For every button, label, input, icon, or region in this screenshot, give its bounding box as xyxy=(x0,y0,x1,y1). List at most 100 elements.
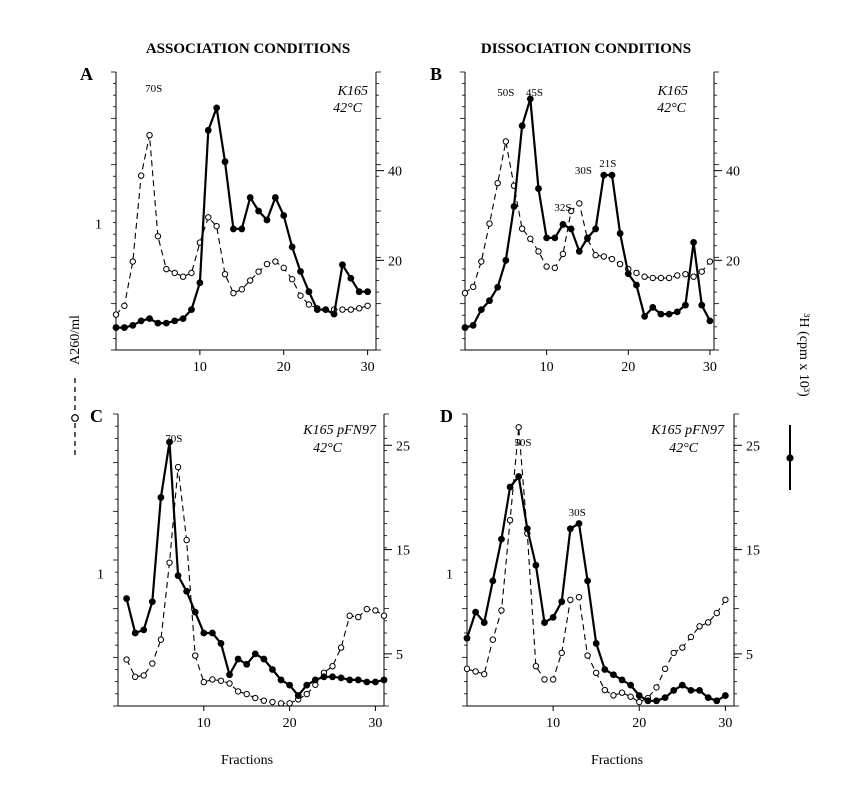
panel-a-a260-point xyxy=(246,277,254,284)
panel-b-a260-point xyxy=(461,289,469,297)
panel-b-a260-point xyxy=(502,138,510,145)
panel-b-a260-point xyxy=(633,269,640,277)
panel-c-cpm-point xyxy=(372,678,379,686)
panel-d-cpm-point xyxy=(618,676,626,684)
panel-c-a260-point xyxy=(337,644,345,651)
panel-b-x-tick-label: 30 xyxy=(703,360,717,375)
panel-b-cpm-point xyxy=(657,310,665,318)
panel-c-cpm-point xyxy=(174,572,182,580)
panel-c-cpm-point xyxy=(200,629,208,637)
panel-a-cpm-point xyxy=(238,225,246,233)
panel-a-a260-point xyxy=(347,306,355,313)
panel-c-a260-point xyxy=(131,673,139,680)
panel-b-a260-point xyxy=(641,273,648,280)
y-axis-left-label: A260/ml xyxy=(68,315,83,365)
panel-c-peak-label: 70S xyxy=(165,433,182,445)
panel-c-cpm-point xyxy=(320,673,328,681)
panel-d-a260-point xyxy=(696,623,703,630)
panel-a-a260-point xyxy=(280,264,287,272)
panel-d-a260-point xyxy=(481,670,488,678)
panel-b-a260-point xyxy=(535,248,542,255)
panel-b: B K165 42°C 10 20 30 20 40 50S 45S 32S 30S 21S xyxy=(430,64,740,375)
panel-a-left-tick-label: 1 xyxy=(95,218,102,233)
panel-d-a260-point xyxy=(713,609,720,617)
panel-c-label: C xyxy=(90,406,103,426)
panel-c-a260-point xyxy=(277,700,285,707)
panel-b-a260-point xyxy=(592,252,599,259)
panel-d-strain: K165 pFN97 xyxy=(650,423,725,438)
panel-b-cpm-point xyxy=(624,270,632,278)
panel-a-cpm-point xyxy=(129,321,137,329)
panel-d-cpm-point xyxy=(704,694,712,702)
panel-d-right-tick-label: 25 xyxy=(746,439,760,454)
panel-a-a260-point xyxy=(154,233,162,240)
panel-d-a260-point xyxy=(472,668,479,675)
panel-b-a260-point xyxy=(551,264,559,272)
panel-d-x-tick-label: 30 xyxy=(718,716,732,731)
legend-filled-circle-icon xyxy=(786,454,794,462)
panel-c-cpm-point xyxy=(183,587,191,595)
panel-c-a260-point xyxy=(149,660,156,667)
panel-d-a260-point xyxy=(498,607,505,614)
panel-a-a260-point xyxy=(188,269,195,277)
panel-a-right-tick-label: 40 xyxy=(388,165,402,180)
panel-d-a260-point xyxy=(506,516,514,524)
panel-c-a260-point xyxy=(372,607,379,614)
panel-d-cpm-point xyxy=(687,686,695,694)
panel-c-cpm-point xyxy=(157,494,165,501)
panel-c-a260-point xyxy=(209,676,216,683)
panel-d-a260-point xyxy=(592,669,600,677)
panel-b-a260-point xyxy=(657,274,665,282)
panel-a-a260-point xyxy=(129,258,136,265)
panel-b-cpm-line xyxy=(464,97,711,329)
panel-c-a260-point xyxy=(252,694,259,702)
panel-a-strain: K165 xyxy=(337,84,368,99)
panel-b-a260-point xyxy=(567,207,575,215)
panel-d-a260-point xyxy=(670,649,677,657)
panel-a-a260-point xyxy=(238,286,246,293)
panel-b-cpm-point xyxy=(665,310,673,318)
left-axis-legend: A260/ml xyxy=(68,315,83,455)
panel-c-strain: K165 pFN97 xyxy=(302,423,377,438)
panel-a-a260-point xyxy=(255,268,262,275)
panel-b-a260-point xyxy=(674,272,681,279)
panel-d-cpm-point xyxy=(592,640,600,647)
panel-b-cpm-point xyxy=(518,122,526,130)
panel-b-a260-point xyxy=(649,274,656,282)
panel-d-cpm-point xyxy=(670,686,678,694)
panel-a-cpm-point xyxy=(313,306,321,314)
panel-b-peak-label: 21S xyxy=(599,158,616,170)
panel-a-a260-point xyxy=(339,306,346,313)
panel-a-temp: 42°C xyxy=(333,101,363,116)
panel-b-cpm-point xyxy=(559,221,567,228)
panel-d-a260-point xyxy=(567,596,574,604)
panel-c-a260-point xyxy=(157,636,165,643)
panel-d-x-tick-label: 10 xyxy=(546,716,560,731)
panel-c-a260-point xyxy=(200,678,208,686)
panel-b-cpm-point xyxy=(526,95,534,103)
panel-a-cpm-point xyxy=(246,194,254,201)
panel-c-cpm-point xyxy=(346,676,354,684)
panel-c-cpm-point xyxy=(140,626,148,634)
panel-b-cpm-point xyxy=(649,304,657,311)
panel-d-a260-point xyxy=(618,689,626,696)
panel-d-label: D xyxy=(440,406,453,426)
panel-d-cpm-point xyxy=(532,561,540,569)
panel-c-cpm-point xyxy=(354,676,362,684)
panel-c-cpm-point xyxy=(251,650,259,658)
panel-b-cpm-point xyxy=(616,230,624,237)
panel-d-cpm-point xyxy=(480,619,488,626)
panel-b-x-tick-label: 10 xyxy=(540,360,554,375)
panel-b-a260-point xyxy=(616,260,624,268)
header-association: ASSOCIATION CONDITIONS xyxy=(146,41,350,57)
panel-a-cpm-point xyxy=(297,268,304,275)
panel-c-cpm-point xyxy=(286,681,294,689)
panel-c-a260-point xyxy=(355,613,362,621)
panel-b-cpm-point xyxy=(461,324,469,331)
panel-c-cpm-point xyxy=(329,673,336,681)
panel-c-a260-point xyxy=(192,652,199,659)
panel-c-x-tick-label: 30 xyxy=(368,716,382,731)
